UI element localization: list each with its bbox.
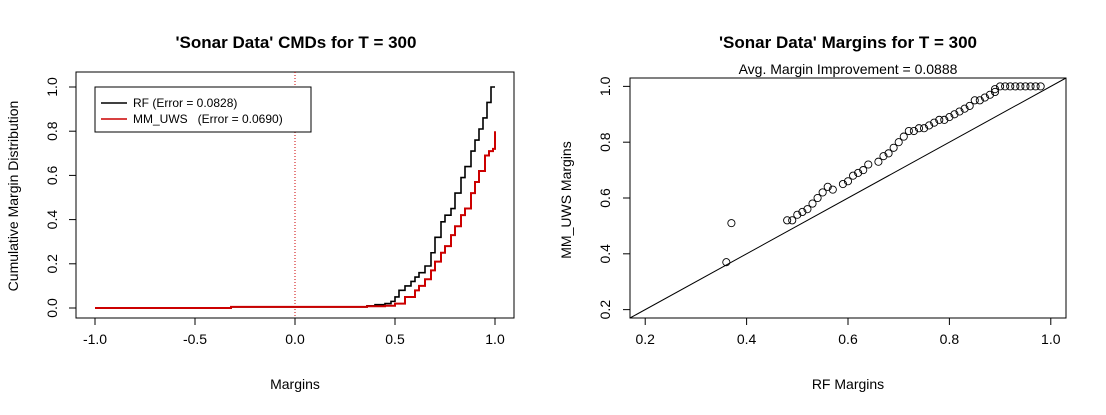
scatter-point	[818, 188, 827, 197]
scatter-chart-subtitle: Avg. Margin Improvement = 0.0888	[739, 61, 958, 77]
scatter-x-tick-label: 0.6	[838, 331, 858, 347]
scatter-point	[990, 87, 1000, 97]
rf-cmd-line	[95, 86, 495, 309]
scatter-point	[1001, 82, 1010, 91]
scatter-x-tick-label: 0.8	[940, 331, 960, 347]
scatter-y-tick-label: 0.6	[597, 188, 613, 208]
scatter-point	[838, 179, 847, 189]
cmd-x-label: Margins	[270, 376, 320, 392]
scatter-point	[965, 101, 974, 110]
scatter-point	[894, 138, 903, 147]
cmd-legend: RF (Error = 0.0828) MM_UWS (Error = 0.06…	[94, 86, 312, 133]
margins-scatter-chart: 'Sonar Data' Margins for T = 300 Avg. Ma…	[558, 33, 1067, 392]
scatter-point	[985, 90, 995, 99]
scatter-point	[783, 216, 792, 225]
cmd-x-axis: -1.0 -0.5 0.0 0.5 1.0	[83, 318, 505, 347]
cmd-x-tick-label: -0.5	[183, 331, 207, 347]
cmd-y-label: Cumulative Margin Distribution	[5, 101, 21, 292]
cmd-y-tick-label: 0.4	[44, 210, 60, 230]
scatter-point	[990, 85, 1000, 94]
scatter-point	[980, 93, 989, 102]
scatter-point	[1026, 82, 1035, 91]
cmd-legend-box	[94, 86, 312, 133]
scatter-point	[970, 96, 979, 105]
scatter-point	[935, 115, 944, 124]
scatter-x-tick-label: 1.0	[1041, 331, 1061, 347]
cmd-y-tick-label: 1.0	[44, 77, 60, 97]
scatter-point	[1006, 82, 1015, 91]
scatter-y-tick-label: 0.8	[597, 132, 613, 152]
scatter-point	[864, 160, 873, 169]
scatter-point	[854, 168, 863, 177]
scatter-point	[1031, 82, 1040, 91]
scatter-x-axis: 0.2 0.4 0.6 0.8 1.0	[635, 318, 1061, 347]
scatter-point	[823, 182, 832, 191]
scatter-point	[843, 177, 853, 186]
scatter-point	[899, 132, 908, 141]
scatter-x-tick-label: 0.2	[635, 331, 655, 347]
scatter-chart-title: 'Sonar Data' Margins for T = 300	[719, 33, 977, 52]
cmd-chart: 'Sonar Data' CMDs for T = 300 -1.0 -0.5 0.…	[5, 33, 515, 392]
mm-uws-cmd-line	[95, 131, 496, 309]
cmd-y-tick-label: 0.0	[44, 298, 60, 318]
scatter-y-axis: 0.2 0.4 0.6 0.8 1.0	[597, 76, 630, 319]
scatter-point	[955, 107, 964, 116]
scatter-point	[874, 157, 883, 166]
scatter-y-tick-label: 0.4	[597, 244, 613, 264]
scatter-point	[808, 199, 817, 208]
scatter-point	[813, 193, 822, 203]
scatter-points	[722, 82, 1045, 267]
cmd-series	[95, 86, 496, 309]
scatter-point	[1021, 82, 1030, 91]
legend-label-rf: RF (Error = 0.0828)	[133, 96, 237, 110]
scatter-point	[727, 219, 736, 228]
cmd-x-tick-label: 0.5	[385, 331, 405, 347]
scatter-point	[798, 207, 807, 217]
scatter-point	[960, 104, 969, 113]
cmd-chart-title: 'Sonar Data' CMDs for T = 300	[176, 33, 417, 52]
scatter-point	[909, 126, 918, 136]
scatter-y-tick-label: 1.0	[597, 76, 613, 96]
scatter-point	[859, 166, 868, 175]
scatter-x-label: RF Margins	[812, 376, 884, 392]
scatter-point	[945, 113, 954, 122]
scatter-point	[975, 96, 984, 105]
scatter-point	[879, 152, 888, 161]
identity-reference-line	[629, 77, 1067, 319]
cmd-x-tick-label: 1.0	[485, 331, 505, 347]
scatter-point	[1036, 82, 1045, 91]
scatter-point	[803, 205, 812, 214]
scatter-point	[722, 258, 731, 267]
scatter-x-tick-label: 0.4	[737, 331, 757, 347]
cmd-y-axis: 0.0 0.2 0.4 0.6 0.8 1.0	[44, 77, 76, 318]
scatter-point	[793, 210, 802, 219]
scatter-y-tick-label: 0.2	[597, 300, 613, 320]
cmd-y-tick-label: 0.2	[44, 254, 60, 274]
scatter-point	[940, 115, 949, 124]
scatter-point	[996, 82, 1005, 91]
scatter-point	[919, 124, 929, 133]
scatter-point	[1016, 82, 1025, 91]
scatter-point	[930, 118, 939, 127]
scatter-point	[950, 110, 959, 119]
scatter-point	[925, 121, 934, 130]
scatter-point	[1011, 82, 1020, 91]
scatter-point	[914, 124, 924, 133]
cmd-x-tick-label: -1.0	[83, 331, 107, 347]
scatter-point	[849, 171, 858, 180]
cmd-x-tick-label: 0.0	[285, 331, 305, 347]
scatter-point	[788, 216, 797, 225]
scatter-point	[889, 143, 898, 152]
scatter-y-label: MM_UWS Margins	[558, 141, 574, 258]
cmd-y-tick-label: 0.6	[44, 165, 60, 185]
cmd-y-tick-label: 0.8	[44, 121, 60, 141]
scatter-point	[828, 185, 837, 194]
legend-label-mm-uws: MM_UWS (Error = 0.0690)	[133, 112, 283, 126]
scatter-point	[904, 126, 913, 136]
scatter-point	[884, 149, 893, 158]
